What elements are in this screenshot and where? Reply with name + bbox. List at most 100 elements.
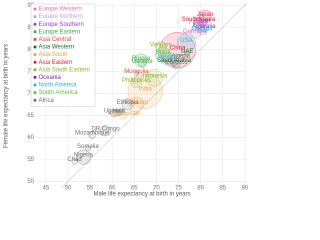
point-label: Spain xyxy=(195,18,210,24)
point-label: Australia xyxy=(192,24,216,30)
x-tick-label: 90 xyxy=(241,186,248,192)
point-label: China xyxy=(170,46,186,52)
point-label: Brazil xyxy=(155,50,170,56)
legend-swatch xyxy=(33,91,37,95)
x-tick-label: 85 xyxy=(219,186,226,192)
legend-swatch xyxy=(33,75,37,79)
legend-label: Europe Southern xyxy=(39,22,84,28)
bubble xyxy=(127,73,163,109)
bubble xyxy=(110,108,119,118)
point-label: Ethiopia xyxy=(117,100,139,106)
point-label: Indonesia xyxy=(141,73,168,79)
bubble xyxy=(128,96,145,112)
point-label: Morocco xyxy=(165,60,189,66)
x-tick-label: 65 xyxy=(131,186,138,192)
x-tick-label: 60 xyxy=(109,186,116,192)
bubble xyxy=(155,46,171,63)
bubble xyxy=(115,110,122,117)
point-label: Uganda xyxy=(104,109,126,115)
bubble xyxy=(184,50,191,57)
y-tick-label: 50 xyxy=(27,179,34,185)
bubble xyxy=(197,26,207,35)
point-label: Chad xyxy=(67,157,81,163)
chart: Male life expectancy at birth in years F… xyxy=(4,2,249,198)
legend-label: Asia Central xyxy=(39,37,72,43)
bubble xyxy=(100,125,111,137)
bubble xyxy=(134,53,148,68)
legend-swatch xyxy=(33,7,37,11)
bubble xyxy=(121,98,134,111)
bubbles xyxy=(71,9,212,165)
legend-swatch xyxy=(33,45,37,49)
legend-label: Africa xyxy=(39,98,55,104)
point-label: Somalia xyxy=(77,144,99,150)
legend-label: Asia South xyxy=(39,52,68,58)
legend-label: South America xyxy=(39,90,79,96)
point-label: Saudi Arabia xyxy=(157,58,192,64)
point-label: USA xyxy=(180,38,192,44)
legend-label: Europe Northern xyxy=(39,14,83,20)
legend-swatch xyxy=(33,98,37,102)
bubble xyxy=(75,149,91,165)
point-label: Haiti xyxy=(113,109,125,115)
legend-swatch xyxy=(33,53,37,57)
point-label: DR Congo xyxy=(92,126,121,132)
bubble xyxy=(137,58,147,68)
reference-line xyxy=(61,2,248,189)
point-label: South Korea xyxy=(182,17,216,23)
legend-swatch xyxy=(33,37,37,41)
bubble xyxy=(176,33,196,53)
bubble xyxy=(130,76,143,89)
legend-swatch xyxy=(33,68,37,72)
point-label: Philippines xyxy=(122,78,151,84)
bubble xyxy=(71,158,78,165)
x-tick-label: 50 xyxy=(65,186,72,192)
bubble xyxy=(145,69,163,87)
x-tick-label: 70 xyxy=(153,186,160,192)
point-label: Canada xyxy=(191,26,213,32)
x-tick-label: 55 xyxy=(87,186,94,192)
x-axis-label: Male life expectancy at birth in years xyxy=(93,192,190,198)
legend-label: Asia South Eastern xyxy=(39,67,90,73)
x-tick-label: 45 xyxy=(42,186,49,192)
point-label: Ukraine xyxy=(132,59,153,65)
x-tick-label: 80 xyxy=(197,186,204,192)
legend-swatch xyxy=(33,22,37,26)
y-tick-label: 65 xyxy=(27,113,34,119)
legend-label: Europe Western xyxy=(39,7,82,13)
point-label: Russia xyxy=(132,56,151,62)
x-tick-label: 75 xyxy=(175,186,182,192)
point-label: Pakistan xyxy=(125,100,148,106)
legend-swatch xyxy=(33,30,37,34)
point-label: Mexico xyxy=(158,55,178,61)
bubble xyxy=(84,145,91,152)
legend-label: North America xyxy=(39,83,78,89)
point-label: Mongolia xyxy=(124,69,149,75)
legend-swatch xyxy=(33,60,37,64)
point-label: Japan xyxy=(197,12,213,18)
y-axis-label: Female life expectancy at birth in years xyxy=(4,44,10,148)
legend-box xyxy=(30,3,96,108)
point-label: Algeria xyxy=(171,54,190,60)
bubble xyxy=(134,71,139,76)
point-label: UAE xyxy=(181,49,193,55)
legend-swatch xyxy=(33,15,37,19)
point-label: Afghanistan xyxy=(107,111,139,117)
legend-swatch xyxy=(33,83,37,87)
point-label: India xyxy=(139,87,153,93)
y-tick-label: 60 xyxy=(27,135,34,141)
bubble xyxy=(176,53,185,63)
legend-label: Europe Eastern xyxy=(39,29,81,35)
point-label: Germany xyxy=(183,29,208,35)
bubble xyxy=(159,31,196,69)
point-label: France xyxy=(189,20,208,26)
bubble xyxy=(170,58,179,67)
bubble xyxy=(193,16,204,27)
bubble xyxy=(88,131,97,139)
y-tick-label: 55 xyxy=(27,157,34,163)
bubble xyxy=(172,60,181,69)
legend-label: Asia Eastern xyxy=(39,60,73,66)
point-label: Nigeria xyxy=(74,153,94,159)
